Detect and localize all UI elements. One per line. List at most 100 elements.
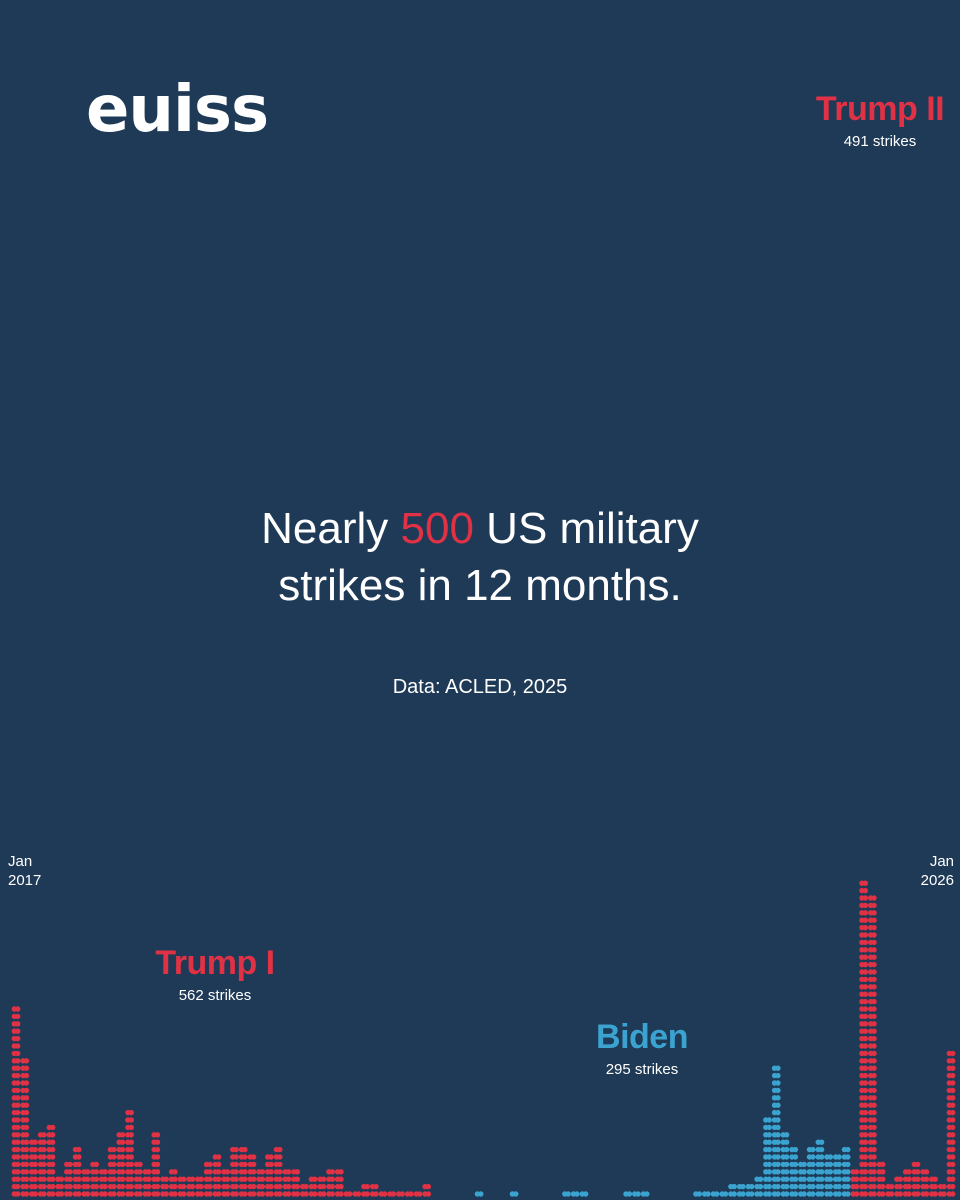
month-column xyxy=(780,1132,790,1197)
month-column xyxy=(798,1161,807,1197)
strike-dot xyxy=(15,1035,21,1042)
strike-dot xyxy=(128,1124,134,1131)
strike-dot xyxy=(880,1169,886,1175)
strike-dot xyxy=(119,1146,126,1153)
strike-dot xyxy=(32,1139,38,1145)
strike-dot xyxy=(172,1183,178,1190)
strike-dot xyxy=(242,1191,248,1197)
strike-dot xyxy=(23,1080,30,1086)
strike-dot xyxy=(766,1176,772,1182)
strike-dot xyxy=(128,1117,134,1123)
strike-dot xyxy=(189,1176,196,1182)
strike-dot xyxy=(224,1169,231,1175)
month-column xyxy=(911,1161,921,1197)
strike-dot xyxy=(15,1050,21,1057)
month-column xyxy=(422,1183,432,1197)
strike-dot xyxy=(853,1191,860,1197)
strike-dot xyxy=(312,1176,318,1182)
strike-dot xyxy=(250,1169,257,1175)
strike-dot xyxy=(373,1183,379,1190)
strike-dot xyxy=(923,1183,930,1190)
strike-dot xyxy=(871,1013,877,1020)
strike-dot xyxy=(76,1154,82,1160)
strike-dot xyxy=(15,1087,21,1094)
strike-dot xyxy=(871,1021,877,1027)
strike-dot xyxy=(58,1183,65,1190)
strike-dot xyxy=(277,1183,283,1190)
strike-dot xyxy=(49,1161,56,1168)
strike-dot xyxy=(775,1161,781,1168)
month-column xyxy=(125,1109,134,1197)
strike-dot xyxy=(775,1132,781,1138)
month-column xyxy=(369,1183,379,1197)
strike-dot xyxy=(845,1183,851,1190)
strike-dot xyxy=(932,1176,938,1182)
month-column xyxy=(107,1146,117,1197)
month-column xyxy=(509,1191,519,1197)
month-column xyxy=(937,1183,947,1197)
month-column xyxy=(352,1191,362,1197)
strike-dot xyxy=(766,1117,772,1123)
strike-dot xyxy=(950,1132,956,1138)
month-column xyxy=(867,895,877,1197)
strike-dot xyxy=(801,1191,807,1197)
strike-dot xyxy=(818,1154,825,1160)
strike-dot xyxy=(897,1191,903,1197)
strike-dot xyxy=(950,1080,956,1086)
strike-dot xyxy=(277,1146,283,1153)
strike-dot xyxy=(827,1183,834,1190)
strike-dot xyxy=(696,1191,702,1197)
strike-dot xyxy=(923,1169,930,1175)
strike-dot xyxy=(207,1161,213,1168)
strike-dot xyxy=(862,998,869,1005)
strike-dot xyxy=(294,1191,301,1197)
strike-dot xyxy=(355,1191,362,1197)
start-month: Jan xyxy=(8,853,33,870)
strike-dot xyxy=(49,1183,56,1190)
strike-dot xyxy=(382,1191,388,1197)
month-column xyxy=(378,1191,388,1197)
strike-dot xyxy=(172,1169,178,1175)
month-column xyxy=(72,1146,82,1197)
strike-dot xyxy=(827,1161,834,1168)
strike-dot xyxy=(224,1176,231,1182)
month-column xyxy=(299,1183,309,1197)
strike-dot xyxy=(775,1117,781,1123)
strike-dot xyxy=(950,1058,956,1064)
strike-dot xyxy=(783,1183,790,1190)
strike-dot xyxy=(871,1028,877,1034)
strike-dot xyxy=(268,1191,274,1197)
strike-dot xyxy=(250,1191,257,1197)
strike-dot xyxy=(827,1191,834,1197)
headline-highlight: 500 xyxy=(400,504,474,553)
strike-dot xyxy=(154,1146,161,1153)
strike-dot xyxy=(119,1169,126,1175)
strike-dot xyxy=(923,1176,930,1182)
strike-dot xyxy=(250,1161,257,1168)
strike-dot xyxy=(111,1161,117,1168)
strike-dot xyxy=(871,976,877,983)
strike-dot xyxy=(119,1176,126,1182)
strike-dot xyxy=(950,1050,956,1057)
strike-dot xyxy=(49,1154,56,1160)
strike-dot xyxy=(23,1102,30,1108)
strike-dot xyxy=(76,1169,82,1175)
strike-dot xyxy=(215,1161,222,1168)
strike-dot xyxy=(792,1146,799,1153)
strike-dot xyxy=(775,1154,781,1160)
strike-dot xyxy=(32,1169,38,1175)
strike-dot xyxy=(137,1176,143,1182)
strike-dot xyxy=(792,1161,799,1168)
strike-dot xyxy=(862,1035,869,1042)
month-column xyxy=(632,1191,641,1197)
strike-dot xyxy=(15,1117,21,1123)
strike-dot xyxy=(836,1169,842,1175)
strike-dot xyxy=(329,1191,335,1197)
strike-dot xyxy=(233,1154,239,1160)
strike-dot xyxy=(871,1087,877,1094)
strike-dot xyxy=(871,1191,877,1197)
strike-dot xyxy=(862,917,869,923)
month-column xyxy=(736,1183,746,1197)
strike-dot xyxy=(853,1176,860,1182)
